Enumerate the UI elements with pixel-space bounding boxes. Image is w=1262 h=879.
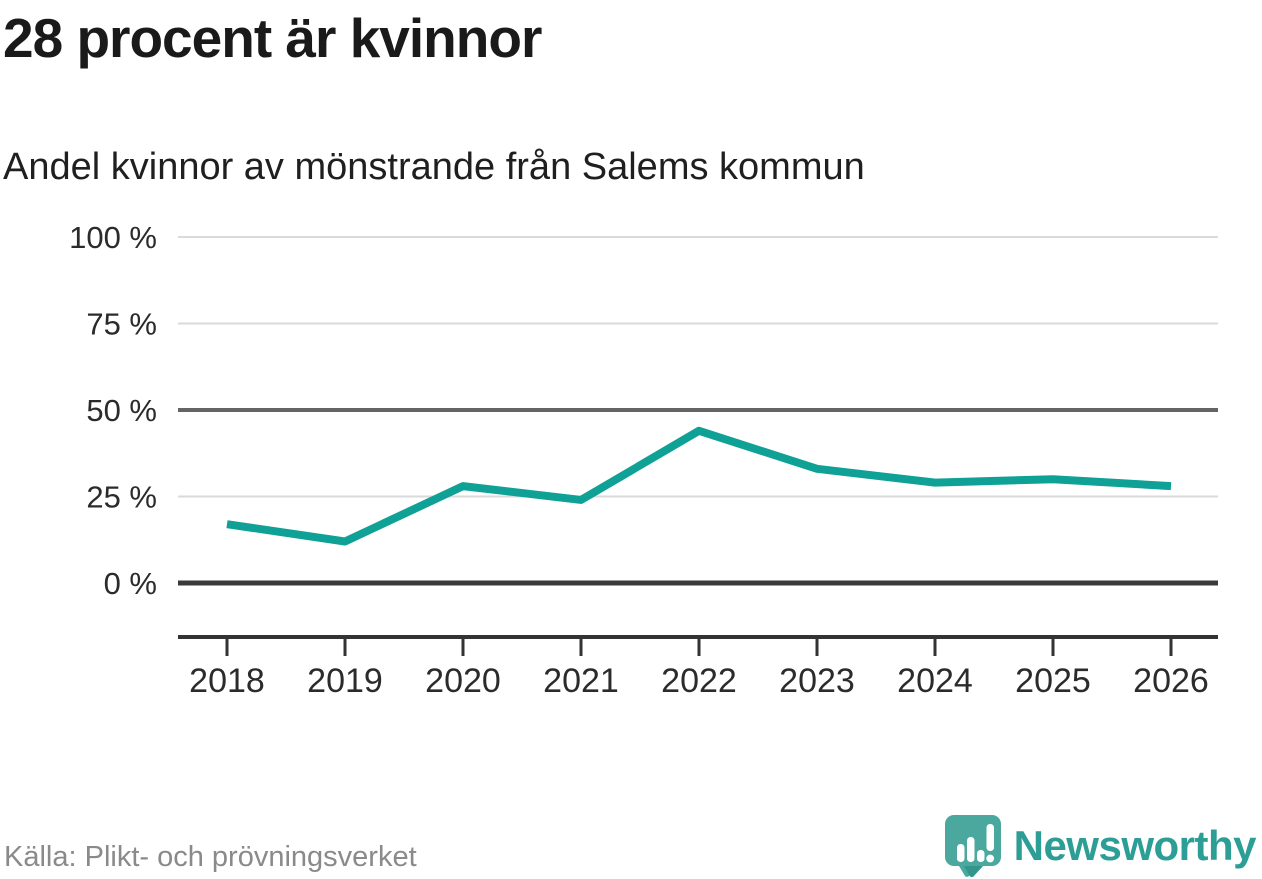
chart-subtitle: Andel kvinnor av mönstrande från Salems … [3, 146, 865, 188]
y-tick-label-75: 75 % [86, 307, 157, 342]
x-axis [178, 635, 1218, 656]
series-line-0 [226, 426, 1172, 546]
y-axis-labels: 0 % 25 % 50 % 75 % 100 % [69, 220, 157, 601]
x-tick-label-2025: 2025 [1015, 662, 1091, 700]
x-tick-label-2021: 2021 [543, 662, 619, 700]
source-caption: Källa: Plikt- och prövningsverket [4, 841, 417, 873]
x-tick-label-2024: 2024 [897, 662, 973, 700]
gridlines [178, 236, 1218, 586]
x-tick-label-2022: 2022 [661, 662, 737, 700]
x-axis-labels: 2018 2019 2020 2021 2022 2023 2024 2025 2026 [189, 662, 1209, 700]
y-tick-label-50: 50 % [86, 393, 157, 428]
x-tick-label-2026: 2026 [1133, 662, 1209, 700]
y-tick-label-25: 25 % [86, 480, 157, 515]
chart-title: 28 procent är kvinnor [3, 7, 542, 69]
data-series [226, 426, 1172, 546]
y-tick-label-100: 100 % [69, 220, 157, 255]
newsworthy-logo: Newsworthy [944, 814, 1257, 878]
x-tick-label-2020: 2020 [425, 662, 501, 700]
x-tick-label-2023: 2023 [779, 662, 855, 700]
logo-bars [956, 824, 994, 863]
x-tick-label-2019: 2019 [307, 662, 383, 700]
newsworthy-logo-text: Newsworthy [1013, 822, 1257, 869]
newsworthy-bubble-chart-icon [944, 815, 1001, 878]
y-tick-label-0: 0 % [104, 566, 157, 601]
x-tick-label-2018: 2018 [189, 662, 265, 700]
